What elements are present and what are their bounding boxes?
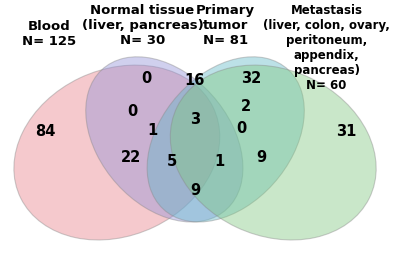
Text: 0: 0 [128,104,138,119]
Text: Primary
tumor
N= 81: Primary tumor N= 81 [196,4,255,47]
Ellipse shape [86,57,243,222]
Text: 0: 0 [236,121,247,136]
Text: 16: 16 [185,73,205,88]
Text: 22: 22 [120,150,141,165]
Text: 9: 9 [256,150,267,165]
Text: 1: 1 [215,154,225,169]
Text: Normal tissue
(liver, pancreas)
N= 30: Normal tissue (liver, pancreas) N= 30 [82,4,204,47]
Text: 31: 31 [336,124,357,139]
Ellipse shape [170,65,376,240]
Text: 32: 32 [241,71,262,87]
Text: 9: 9 [190,183,200,198]
Text: 1: 1 [147,123,158,138]
Text: 0: 0 [141,71,152,87]
Text: Blood
N= 125: Blood N= 125 [22,20,76,48]
Text: Metastasis
(liver, colon, ovary,
peritoneum,
appendix,
pancreas)
N= 60: Metastasis (liver, colon, ovary, periton… [263,4,390,92]
Ellipse shape [14,65,220,240]
Text: 3: 3 [190,112,200,127]
Text: 2: 2 [240,99,251,114]
Text: 84: 84 [35,124,56,139]
Text: 5: 5 [167,154,177,169]
Ellipse shape [147,57,304,222]
